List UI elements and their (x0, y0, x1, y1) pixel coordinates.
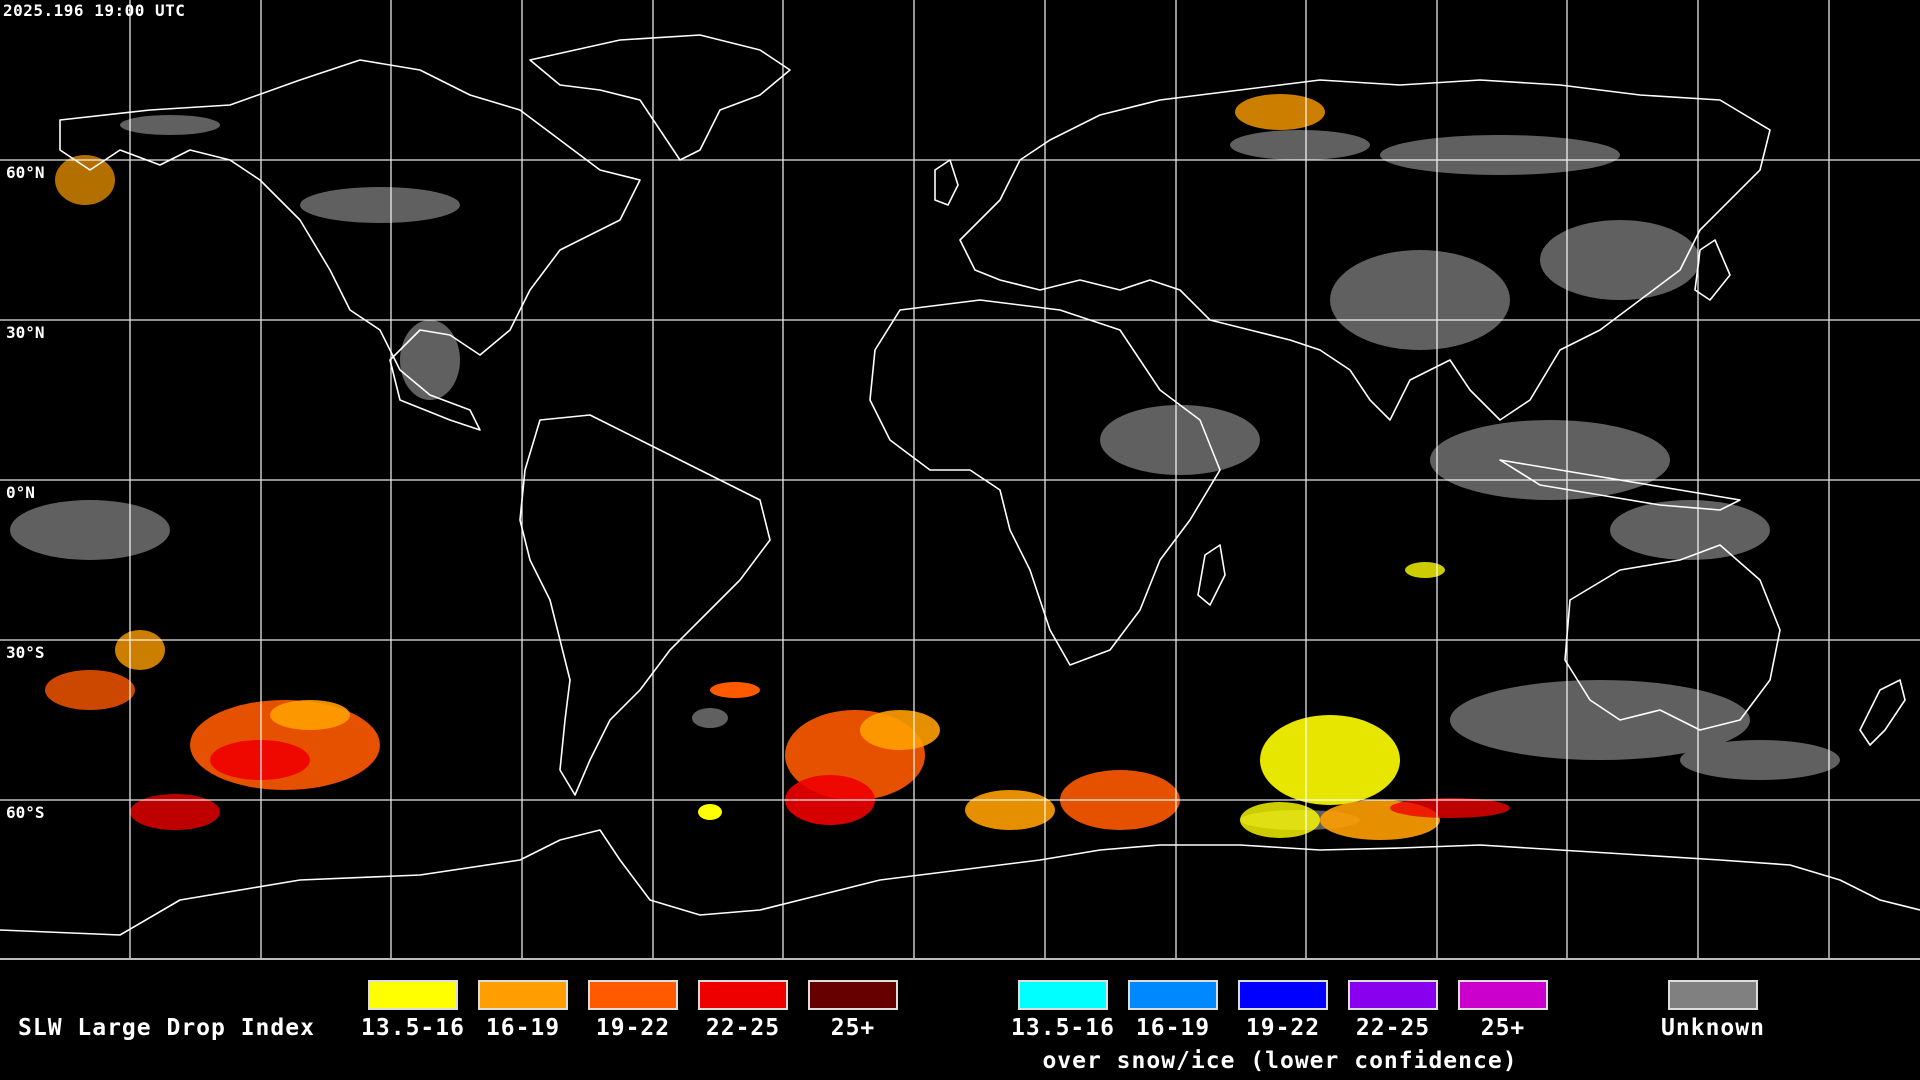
coast-indonesia (1499, 459, 1741, 511)
legend-swatch-snowice-4 (1348, 980, 1438, 1010)
coast-british-isles (934, 159, 959, 206)
legend-label-snowice-1: 13.5-16 (1011, 1015, 1115, 1041)
legend-swatch-liquid-1 (368, 980, 458, 1010)
legend-swatch-snowice-3 (1238, 980, 1328, 1010)
legend-label-liquid-3: 19-22 (595, 1015, 671, 1041)
coast-greenland (529, 34, 791, 161)
coastlines (0, 34, 1920, 936)
coast-australia (1564, 544, 1781, 731)
coast-japan (1694, 239, 1731, 301)
legend-label-snowice-3: 19-22 (1245, 1015, 1321, 1041)
lat-label-30s: 30°S (6, 643, 45, 662)
legend-label-liquid-4: 22-25 (705, 1015, 781, 1041)
slw-liquid-regions (45, 94, 1510, 840)
legend-label-snowice-4: 22-25 (1355, 1015, 1431, 1041)
coast-antarctica (0, 829, 1920, 936)
world-map (0, 0, 1920, 958)
lat-label-60n: 60°N (6, 163, 45, 182)
legend-swatch-liquid-3 (588, 980, 678, 1010)
legend-swatch-snowice-2 (1128, 980, 1218, 1010)
legend-swatch-snowice-1 (1018, 980, 1108, 1010)
coast-north-america (59, 59, 641, 431)
coast-new-zealand (1859, 679, 1906, 746)
legend-label-liquid-5: 25+ (830, 1015, 876, 1041)
legend-label-unknown: Unknown (1661, 1015, 1765, 1041)
legend-title: SLW Large Drop Index (18, 1015, 315, 1041)
lat-label-60s: 60°S (6, 803, 45, 822)
legend-swatch-snowice-5 (1458, 980, 1548, 1010)
coast-madagascar (1197, 544, 1226, 606)
legend: SLW Large Drop Index 13.5-16 16-19 19-22… (0, 958, 1920, 1080)
legend-label-snowice-5: 25+ (1480, 1015, 1526, 1041)
lat-label-0n: 0°N (6, 483, 35, 502)
coast-south-america (519, 414, 771, 796)
legend-swatch-liquid-5 (808, 980, 898, 1010)
legend-label-liquid-1: 13.5-16 (361, 1015, 465, 1041)
timestamp: 2025.196 19:00 UTC (3, 1, 186, 20)
coast-africa (869, 299, 1221, 666)
snow-ice-caption: over snow/ice (lower confidence) (1042, 1048, 1518, 1074)
legend-swatch-unknown (1668, 980, 1758, 1010)
lat-label-30n: 30°N (6, 323, 45, 342)
legend-swatch-liquid-2 (478, 980, 568, 1010)
coast-eurasia (959, 79, 1771, 421)
graticule (0, 0, 1920, 958)
legend-swatch-liquid-4 (698, 980, 788, 1010)
legend-label-liquid-2: 16-19 (485, 1015, 561, 1041)
legend-label-snowice-2: 16-19 (1135, 1015, 1211, 1041)
